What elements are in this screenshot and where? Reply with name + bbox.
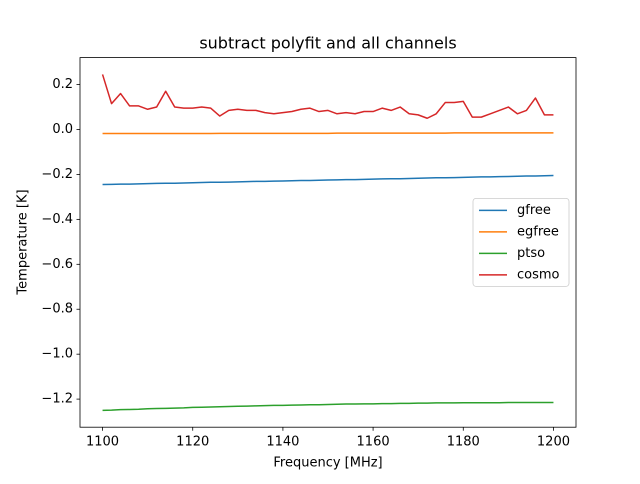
chart-title: subtract polyfit and all channels: [199, 34, 456, 53]
series-line: [102, 132, 554, 135]
y-tick-label: −1.2: [41, 392, 73, 407]
y-axis-label: Temperature [K]: [16, 189, 31, 295]
axes-frame: [79, 57, 577, 428]
y-tick-label: 0.2: [52, 77, 73, 92]
x-tick-label: 1100: [86, 435, 119, 450]
y-tick-label: −0.6: [41, 257, 73, 272]
series-line: [101, 74, 554, 120]
legend-label: ptso: [517, 246, 545, 261]
y-tick-label: −0.4: [41, 212, 73, 227]
x-tick-label: 1120: [176, 435, 209, 450]
x-tick-label: 1160: [357, 435, 390, 450]
x-tick-label: 1200: [537, 435, 570, 450]
series-line: [102, 174, 554, 186]
x-tick-label: 1140: [266, 435, 299, 450]
x-tick-label: 1180: [447, 435, 480, 450]
legend-label: egfree: [517, 224, 559, 239]
y-tick-label: −0.8: [41, 302, 73, 317]
series-line: [102, 401, 554, 412]
y-tick-label: −1.0: [41, 347, 73, 362]
legend-box: [472, 197, 570, 287]
legend-label: cosmo: [517, 267, 560, 282]
y-tick-label: −0.2: [41, 167, 73, 182]
legend-label: gfree: [517, 203, 551, 218]
y-tick-label: 0.0: [52, 122, 73, 137]
x-axis-label: Frequency [MHz]: [273, 456, 382, 471]
